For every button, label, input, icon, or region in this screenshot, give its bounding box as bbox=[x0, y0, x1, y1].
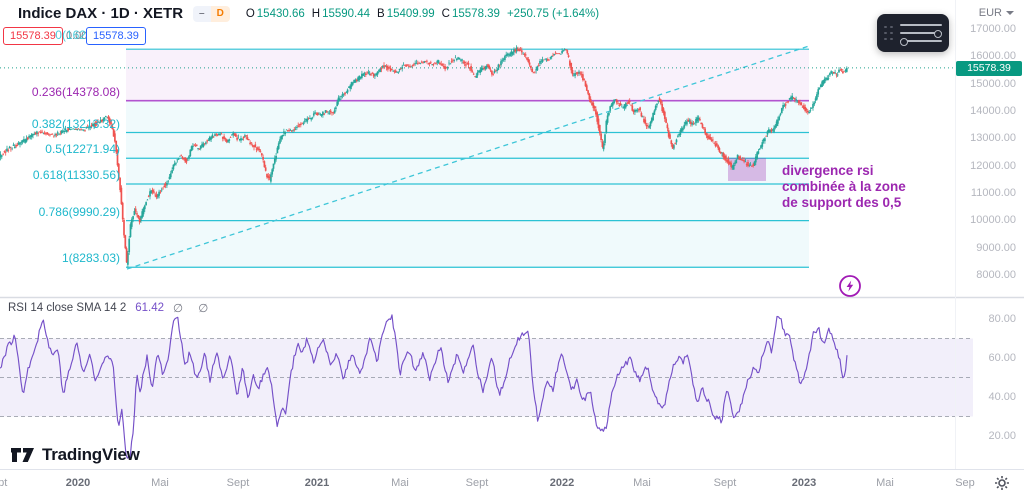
high-label: H bbox=[311, 7, 321, 20]
data-status-badge[interactable]: – D bbox=[193, 5, 230, 22]
price-tick-label: 14000.00 bbox=[970, 105, 1016, 117]
open-label: O bbox=[245, 7, 255, 20]
time-axis-month-label: Mai bbox=[876, 477, 894, 489]
time-axis-year-label: 2021 bbox=[304, 477, 330, 489]
ohlc-readout: O 15430.66 H 15590.44 B 15409.99 C 15578… bbox=[246, 8, 599, 20]
annotation-text[interactable]: divergence rsi combinée à la zone de sup… bbox=[782, 163, 906, 210]
close-label: C bbox=[441, 7, 450, 20]
low-value: 15409.99 bbox=[386, 7, 435, 20]
symbol-header: Indice DAX · 1D · XETR – D O 15430.66 H … bbox=[18, 5, 599, 22]
price-tick-label: 10000.00 bbox=[970, 214, 1016, 227]
price-tick-label: 8000.00 bbox=[976, 269, 1016, 281]
time-axis-year-label: 2022 bbox=[549, 477, 575, 489]
price-tick-label: 13000.00 bbox=[970, 132, 1016, 145]
delayed-data-badge: D bbox=[210, 5, 230, 22]
price-tick-label: 17000.00 bbox=[970, 23, 1016, 35]
rsi-indicator-header[interactable]: RSI 14 close SMA 14 2 61.42 ∅ ∅ bbox=[8, 301, 214, 315]
change-value: +250.75 (+1.64%) bbox=[506, 7, 600, 20]
time-axis-month-label: Mai bbox=[633, 477, 651, 489]
rsi-sma-values: ∅ ∅ bbox=[173, 303, 215, 315]
collapse-dash-icon: – bbox=[193, 5, 211, 22]
price-label-red[interactable]: 15578.39 bbox=[3, 27, 63, 45]
low-label: B bbox=[377, 7, 385, 20]
chevron-down-icon bbox=[1006, 11, 1014, 15]
time-axis[interactable]: Sept 2020 Mai Sept 2021 Mai Sept 2022 Mai Sept 202… bbox=[0, 469, 1024, 496]
time-axis-month-label: Sept bbox=[465, 477, 489, 489]
rsi-tick-label: 40.00 bbox=[988, 391, 1016, 403]
currency-selector[interactable]: EUR bbox=[979, 7, 1014, 19]
tradingview-logo-text: TradingView bbox=[42, 445, 140, 464]
time-axis-month-label: Mai bbox=[151, 477, 169, 489]
open-value: 15430.66 bbox=[256, 7, 305, 20]
close-value: 15578.39 bbox=[451, 7, 500, 20]
rsi-title: RSI 14 close SMA 14 2 bbox=[8, 302, 127, 314]
time-axis-year-label: 2020 bbox=[65, 477, 91, 489]
time-axis-month-label: Mai bbox=[391, 477, 409, 489]
rsi-tick-label: 60.00 bbox=[988, 352, 1016, 364]
price-axis[interactable]: 17000.00 16000.00 15000.00 14000.00 13000.00… bbox=[954, 0, 1024, 296]
gear-icon[interactable] bbox=[993, 474, 1011, 496]
tradingview-logo[interactable]: TradingView bbox=[10, 445, 140, 465]
price-label-blue[interactable]: 15578.39 bbox=[86, 27, 146, 45]
high-value: 15590.44 bbox=[322, 7, 371, 20]
sliders-icon bbox=[900, 24, 942, 46]
price-tick-label: 12000.00 bbox=[970, 159, 1016, 172]
rsi-tick-label: 80.00 bbox=[988, 313, 1016, 325]
instant-order-icon[interactable] bbox=[838, 274, 862, 303]
drag-handle-icon bbox=[884, 25, 893, 41]
time-axis-month-label: Sept bbox=[226, 477, 250, 489]
drawing-toolbar-button[interactable] bbox=[877, 14, 949, 52]
price-tick-label: 11000.00 bbox=[970, 187, 1016, 199]
symbol-title[interactable]: Indice DAX · 1D · XETR bbox=[18, 5, 184, 22]
currency-label: EUR bbox=[978, 7, 1002, 19]
time-axis-month-label: Sept bbox=[713, 477, 737, 489]
time-axis-month-label: Sept bbox=[0, 477, 8, 489]
price-tick-label: 16000.00 bbox=[970, 50, 1016, 63]
tradingview-logo-mark bbox=[11, 448, 34, 462]
time-axis-year-label: 2023 bbox=[791, 477, 817, 489]
price-tick-label: 15000.00 bbox=[970, 77, 1016, 90]
time-axis-month-label: Sep bbox=[955, 477, 975, 489]
price-tick-label: 9000.00 bbox=[976, 241, 1016, 254]
rsi-value: 61.42 bbox=[135, 302, 165, 314]
rsi-tick-label: 20.00 bbox=[988, 430, 1016, 442]
rsi-axis[interactable]: 80.00 60.00 40.00 20.00 bbox=[954, 300, 1024, 468]
